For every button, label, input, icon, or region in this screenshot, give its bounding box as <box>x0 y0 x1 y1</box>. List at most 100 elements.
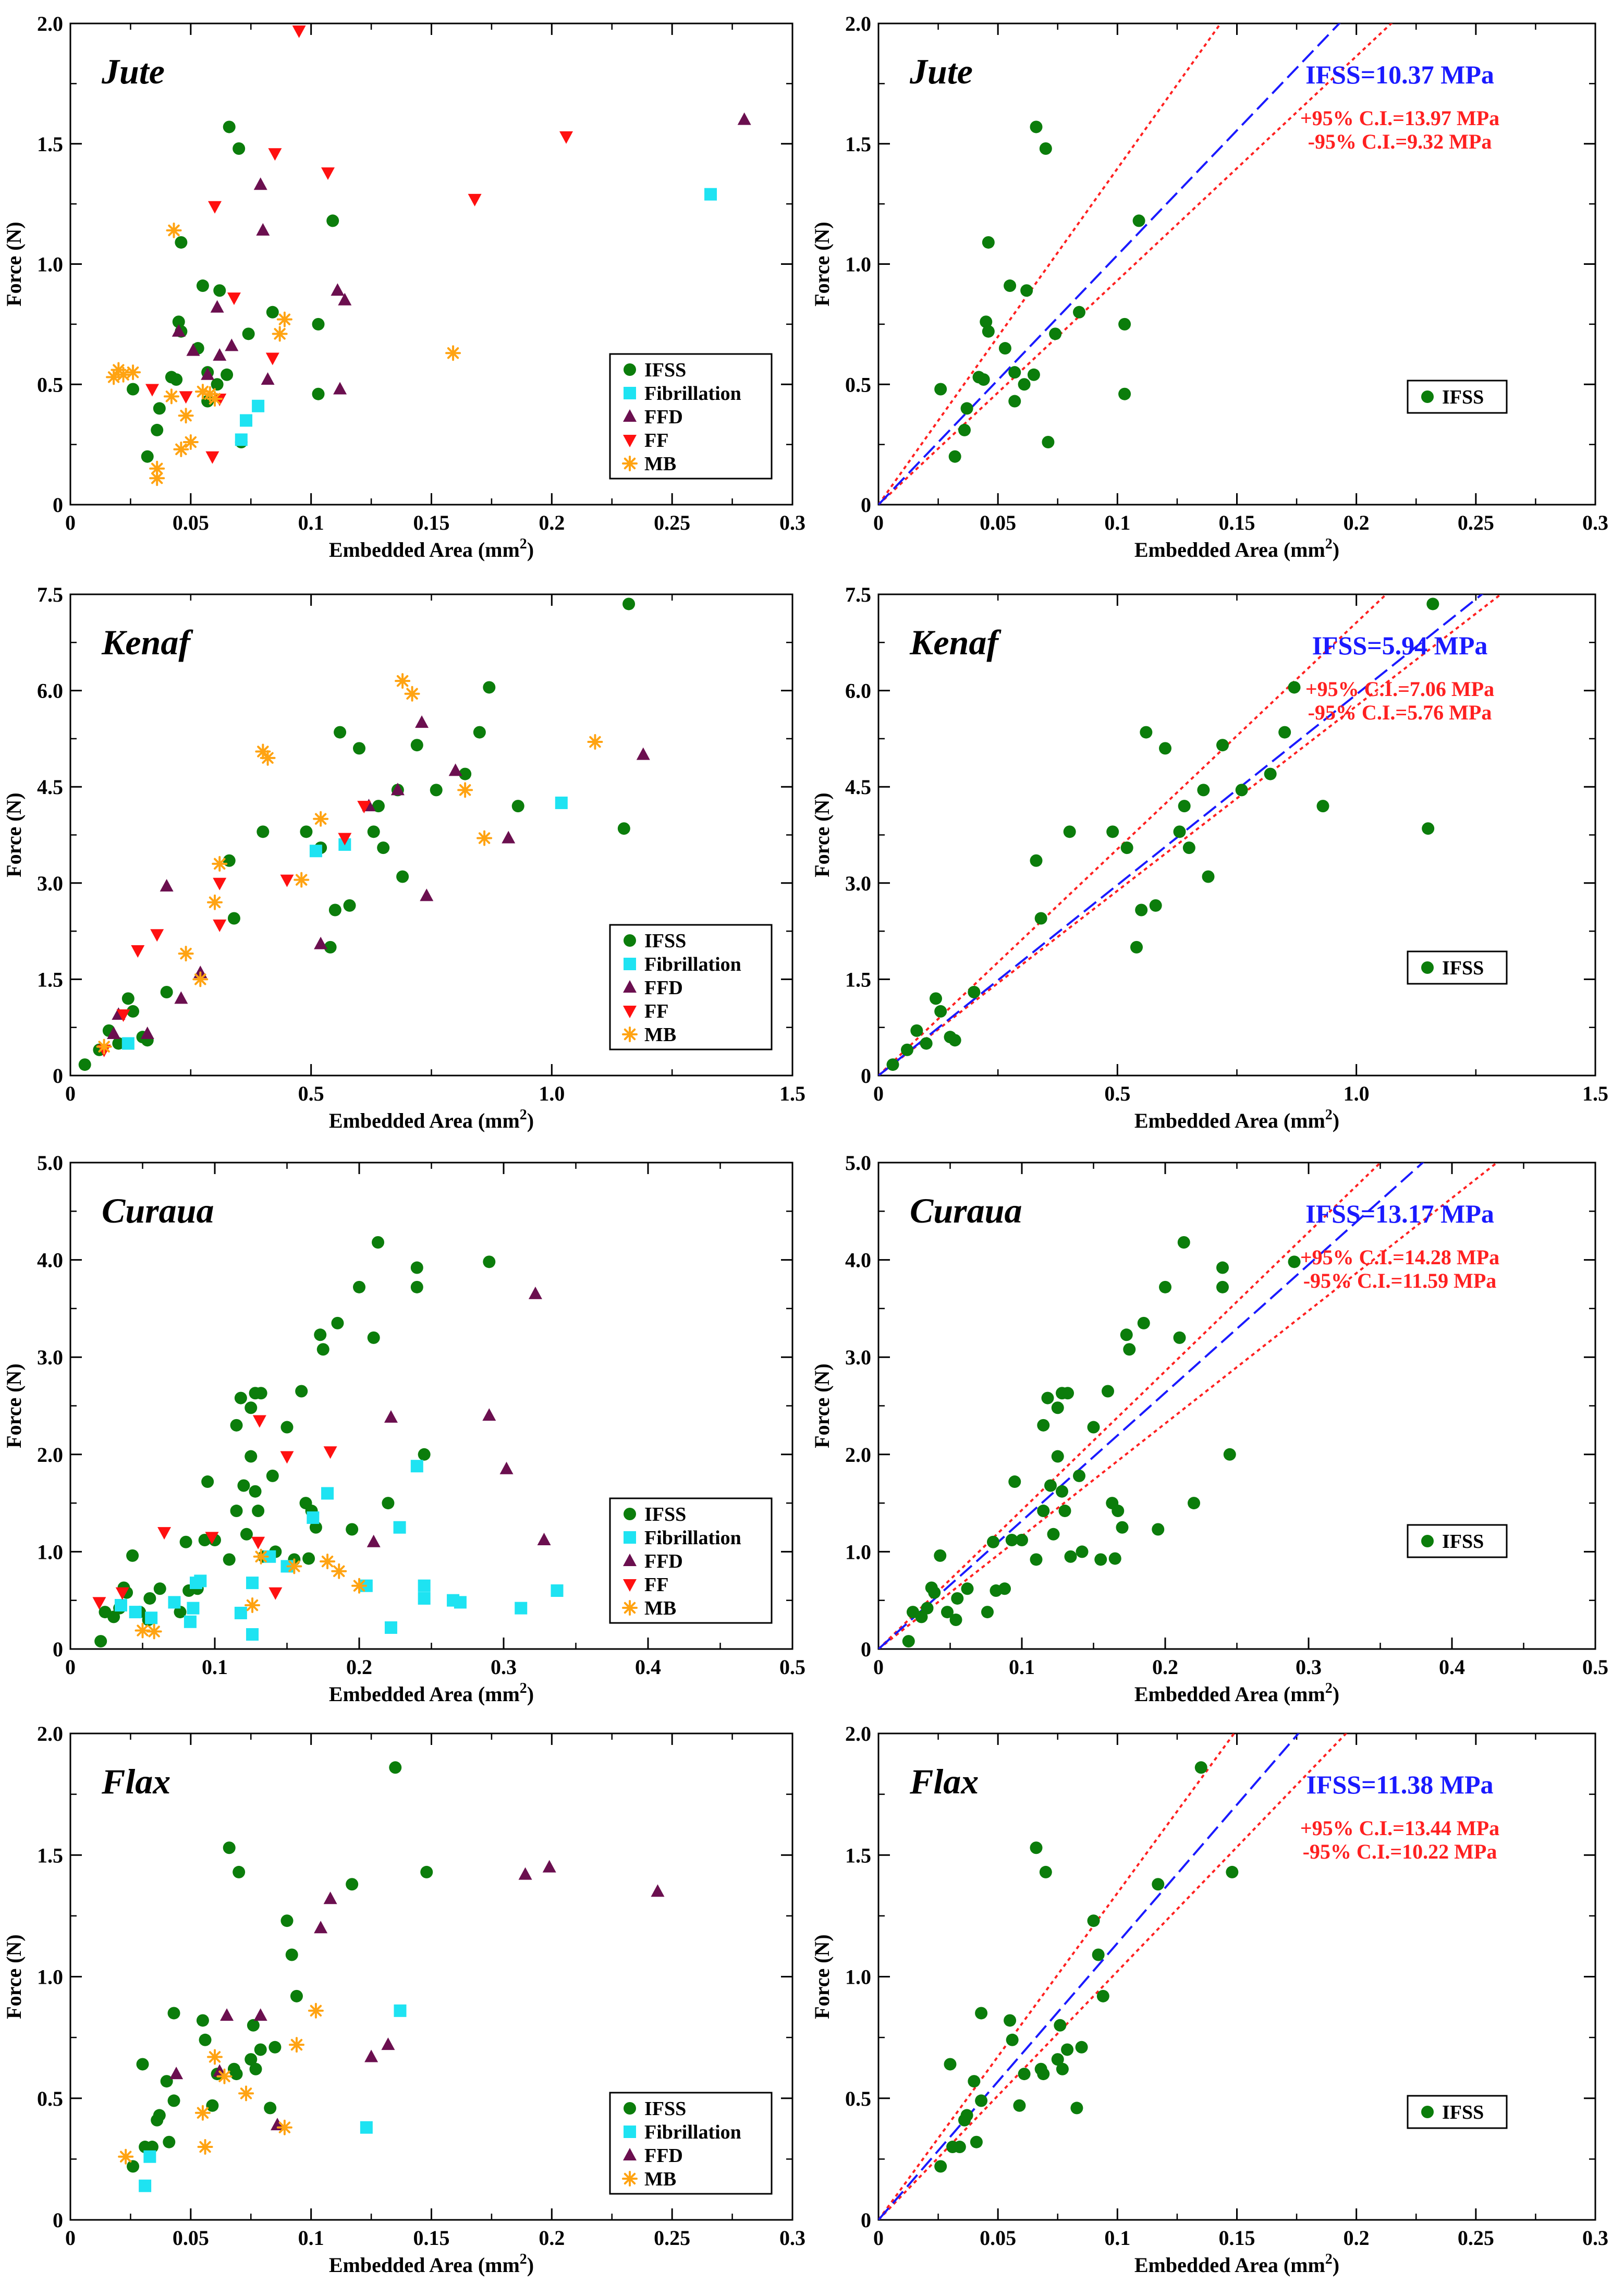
data-point-ifss <box>902 1635 915 1648</box>
data-point-ifss <box>928 1586 941 1599</box>
data-point-ffd <box>338 292 352 306</box>
ci-upper-line <box>878 23 1222 505</box>
data-point-ifss <box>977 373 990 386</box>
x-axis-label-sup: 2 <box>1325 1107 1333 1123</box>
data-point-ifss <box>198 1534 211 1547</box>
y-tick-label: 1.0 <box>845 1965 871 1989</box>
x-tick-label: 0 <box>873 1655 884 1679</box>
data-point-ifss <box>127 2160 140 2173</box>
data-point-fibrillation <box>187 1602 200 1615</box>
data-point-ifss <box>199 2033 212 2046</box>
data-point-ifss <box>1216 1280 1229 1293</box>
data-point-fibrillation <box>393 1521 406 1534</box>
y-tick-label: 1.5 <box>37 968 63 991</box>
series-ifss <box>127 1761 433 2173</box>
ci-lower-line <box>878 594 1503 1076</box>
data-point-ifss <box>1202 870 1215 883</box>
fit-lines <box>878 1733 1348 2220</box>
data-point-mb <box>272 326 288 342</box>
x-tick-label: 0 <box>873 2226 884 2250</box>
data-point-ifss <box>245 2053 258 2066</box>
data-point-ifss <box>264 2102 277 2115</box>
y-tick-label: 0 <box>861 493 871 517</box>
data-point-ifss <box>1149 899 1162 912</box>
data-point-ifss <box>1140 726 1153 739</box>
y-tick-label: 4.0 <box>37 1249 63 1272</box>
data-point-ifss <box>1182 841 1195 854</box>
y-tick-label: 0 <box>861 2208 871 2232</box>
data-point-ifss <box>1096 1989 1109 2002</box>
data-point-ifss <box>280 1914 294 1927</box>
y-tick-label: 4.5 <box>37 775 63 799</box>
data-point-ifss <box>987 1535 999 1548</box>
y-axis-label: Force (N) <box>2 1934 26 2019</box>
data-point-mb <box>457 782 473 798</box>
square-icon <box>624 387 636 399</box>
y-tick-label: 2.0 <box>845 1722 871 1745</box>
data-point-ifss <box>953 2141 966 2154</box>
data-point-ifss <box>1008 366 1021 379</box>
data-point-mb <box>260 750 276 766</box>
legend-label-ifss: IFSS <box>644 359 686 381</box>
y-tick-label: 2.0 <box>37 12 63 35</box>
x-axis-label: Embedded Area (mm2) <box>329 2251 534 2277</box>
data-point-ifss <box>1087 1421 1100 1434</box>
data-point-ffd <box>174 991 188 1004</box>
data-point-ifss <box>78 1058 91 1071</box>
data-point-ifss <box>346 1878 359 1891</box>
series-ff <box>97 801 371 1057</box>
x-tick-label: 0.25 <box>654 2226 690 2250</box>
data-point-ifss <box>1288 1255 1301 1268</box>
data-point-ifss <box>249 2062 262 2075</box>
y-tick-label: 3.0 <box>845 1346 871 1369</box>
legend-label-ff: FF <box>644 1000 668 1022</box>
x-axis-label-main: Embedded Area (mm <box>1134 1682 1325 1706</box>
data-point-ifss <box>268 2041 282 2054</box>
ifss-value: IFSS=5.94 MPa <box>1312 631 1488 660</box>
data-point-ffd <box>367 1534 381 1547</box>
data-point-ffd <box>261 372 275 385</box>
data-point-ifss <box>1216 1261 1229 1274</box>
asterisk-icon <box>622 2171 638 2187</box>
series-ff <box>92 1415 337 1610</box>
circle-icon <box>624 2102 636 2115</box>
data-point-ff <box>559 131 573 144</box>
legend-label-mb: MB <box>644 1597 676 1619</box>
data-point-ifss <box>1116 1521 1129 1534</box>
data-point-ifss <box>981 1606 994 1619</box>
data-point-mb <box>477 830 493 846</box>
panel-title: Flax <box>909 1762 979 1801</box>
data-point-ifss <box>163 2135 176 2148</box>
data-point-mb <box>182 434 199 450</box>
ifss-fit-line <box>878 1733 1300 2220</box>
circle-icon <box>1421 2106 1434 2118</box>
legend-label-fibrillation: Fibrillation <box>644 954 741 975</box>
data-point-ifss <box>167 2007 180 2020</box>
legend-label-fibrillation: Fibrillation <box>644 2121 741 2143</box>
data-point-ifss <box>1264 767 1277 780</box>
x-tick-label: 1.5 <box>779 1082 805 1105</box>
x-tick-label: 0 <box>873 511 884 534</box>
panel-flax-ifss: 0 0.05 0.1 0.15 0.2 0.25 0.3 0 0.5 1.0 1.5 2.0 Embed… <box>810 1722 1608 2277</box>
triangle-up-icon <box>623 409 637 422</box>
y-tick-label: 3.0 <box>37 1346 63 1369</box>
data-point-ifss <box>1064 1550 1077 1563</box>
y-tick-label: 1.5 <box>845 968 871 991</box>
plot-frame <box>877 1162 1596 1650</box>
data-point-ifss <box>1008 1475 1021 1488</box>
y-axis-label: Force (N) <box>2 792 26 877</box>
asterisk-icon <box>622 1027 638 1042</box>
x-tick-label: 0.05 <box>980 2226 1016 2250</box>
data-point-ifss <box>1018 378 1031 391</box>
data-point-ifss <box>622 597 636 610</box>
data-point-mb <box>395 673 411 689</box>
data-point-ifss <box>420 1865 433 1878</box>
data-point-ff <box>205 1532 219 1545</box>
data-point-ff <box>468 193 482 206</box>
data-point-ffd <box>172 324 186 337</box>
y-tick-label: 1.5 <box>845 1843 871 1867</box>
data-point-ff <box>205 451 219 464</box>
data-point-ifss <box>254 2043 267 2056</box>
